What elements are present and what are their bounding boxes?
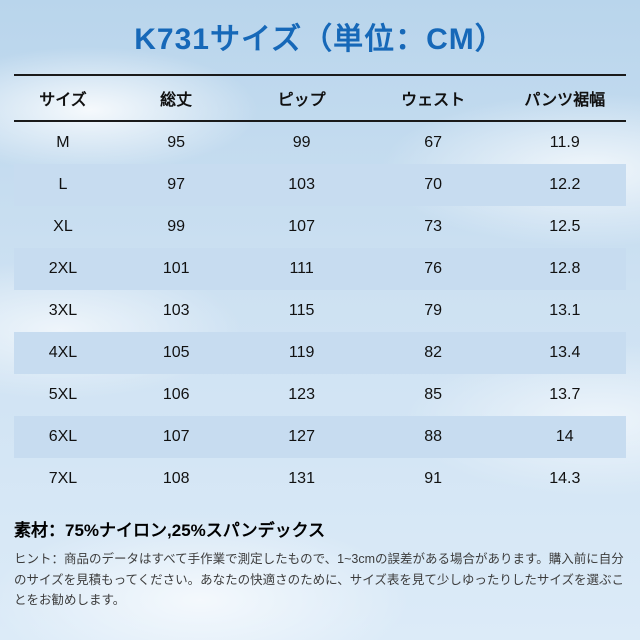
size-label-cell: 6XL: [48, 428, 78, 445]
table-row-5XL: 5XL 106 123 85 13.7: [14, 374, 626, 416]
measurement-cell: 13.7: [549, 386, 581, 403]
measurement-cell: 70: [424, 176, 443, 193]
measurement-cell: 105: [162, 344, 190, 361]
column-header-4: パンツ裾幅: [503, 74, 626, 122]
table-row-3XL: 3XL 103 115 79 13.1: [14, 290, 626, 332]
measurement-cell: 97: [167, 176, 186, 193]
size-label-cell: 5XL: [48, 386, 78, 403]
header-row: サイズ 総丈 ピップ ウェスト パンツ裾幅: [14, 74, 626, 122]
measurement-cell: 123: [288, 386, 315, 403]
measurement-cell: 119: [288, 344, 315, 361]
measurement-cell: 111: [289, 260, 314, 277]
column-header-3: ウェスト: [362, 74, 504, 122]
size-label-cell: L: [58, 176, 68, 193]
measurement-cell: 79: [424, 302, 443, 319]
measurement-cell: 101: [162, 260, 190, 277]
table-row-L: L 97 103 70 12.2: [14, 164, 626, 206]
measurement-cell: 82: [424, 344, 443, 361]
table-row-XL: XL 99 107 73 12.5: [14, 206, 626, 248]
measurement-cell: 131: [288, 470, 315, 487]
column-header-0: サイズ: [14, 74, 112, 122]
table-row-4XL: 4XL 105 119 82 13.4: [14, 332, 626, 374]
size-label-cell: 7XL: [48, 470, 78, 487]
size-table: サイズ 総丈 ピップ ウェスト パンツ裾幅 M 95 99 67 11.9 L 97 103 70 12.…: [14, 74, 626, 500]
measurement-cell: 12.2: [549, 176, 581, 193]
measurement-cell: 95: [167, 134, 186, 151]
table-row-7XL: 7XL 108 131 91 14.3: [14, 458, 626, 500]
measurement-cell: 99: [167, 218, 186, 235]
page-title: K731サイズ（単位：CM）: [134, 23, 506, 56]
size-label-cell: XL: [53, 218, 73, 235]
column-header-1: 総丈: [111, 74, 241, 122]
measurement-cell: 107: [162, 428, 190, 445]
size-label-cell: 3XL: [48, 302, 78, 319]
measurement-cell: 103: [288, 176, 315, 193]
measurement-cell: 108: [162, 470, 190, 487]
measurement-cell: 12.8: [549, 260, 581, 277]
measurement-cell: 85: [424, 386, 443, 403]
measurement-cell: 14: [555, 428, 574, 445]
measurement-cell: 14.3: [549, 470, 581, 487]
measurement-cell: 73: [424, 218, 443, 235]
measurement-cell: 13.4: [549, 344, 581, 361]
size-label-cell: 4XL: [48, 344, 78, 361]
size-table-header: サイズ 総丈 ピップ ウェスト パンツ裾幅: [14, 74, 626, 122]
table-row-2XL: 2XL 101 111 76 12.8: [14, 248, 626, 290]
measurement-cell: 88: [424, 428, 443, 445]
table-row-M: M 95 99 67 11.9: [14, 121, 626, 164]
measurement-cell: 106: [162, 386, 190, 403]
measurement-cell: 115: [288, 302, 315, 319]
size-table-body: M 95 99 67 11.9 L 97 103 70 12.2 XL 99 107 73 12.5 2XL 1…: [14, 121, 626, 500]
measurement-cell: 103: [162, 302, 190, 319]
measurement-cell: 12.5: [549, 218, 581, 235]
hint-text: ヒント：商品のデータはすべて手作業で測定したもので、1~3cmの誤差がある場合が…: [14, 552, 625, 608]
material-text: 素材：75%ナイロン,25%スパンデックス: [14, 521, 326, 540]
measurement-cell: 11.9: [549, 134, 580, 151]
column-header-2: ピップ: [240, 74, 363, 122]
size-label-cell: 2XL: [48, 260, 78, 277]
measurement-cell: 91: [424, 470, 443, 487]
table-row-6XL: 6XL 107 127 88 14: [14, 416, 626, 458]
size-label-cell: M: [56, 134, 70, 151]
measurement-cell: 76: [424, 260, 443, 277]
measurement-cell: 99: [292, 134, 311, 151]
measurement-cell: 127: [288, 428, 315, 445]
measurement-cell: 107: [288, 218, 315, 235]
measurement-cell: 67: [424, 134, 443, 151]
measurement-cell: 13.1: [549, 302, 581, 319]
